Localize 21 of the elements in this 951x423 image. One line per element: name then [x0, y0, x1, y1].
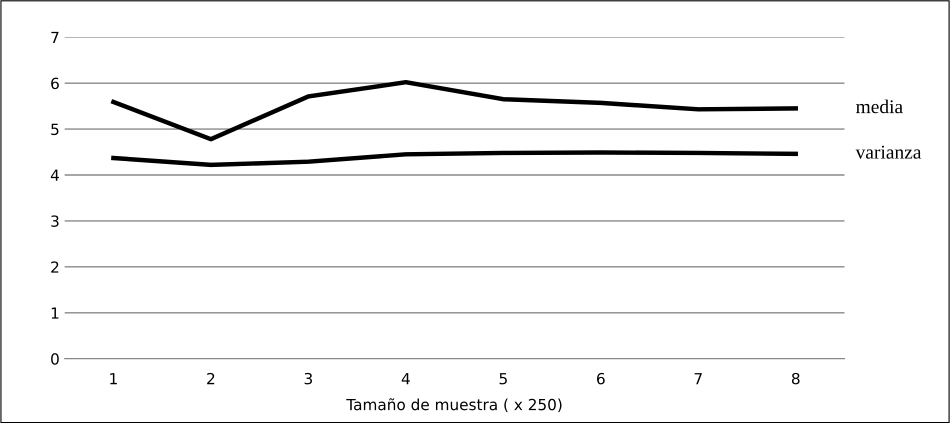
- text: varianza: [856, 146, 922, 159]
- line-series: [111, 80, 798, 142]
- line-series: [111, 150, 798, 168]
- text: media: [856, 100, 903, 114]
- x-tick-label: 3: [304, 372, 312, 384]
- y-tick-label: 6: [51, 78, 59, 90]
- x-tick-label: 5: [500, 373, 507, 384]
- x-tick-label: 2: [207, 372, 214, 384]
- x-axis-title: Tamaño de muestra ( x 250): [346, 398, 562, 412]
- x-tick-label: 6: [597, 372, 605, 384]
- y-tick-label: 4: [50, 170, 59, 181]
- y-tick-label: 0: [51, 353, 59, 365]
- x-tick-label: 7: [694, 373, 702, 384]
- x-tick-label: 8: [792, 372, 800, 384]
- x-tick-label: 1: [110, 373, 117, 384]
- y-tick-label: 5: [51, 124, 58, 136]
- y-tick-label: 1: [52, 307, 58, 319]
- y-tick-label: 3: [51, 215, 59, 227]
- y-tick-label: 2: [51, 261, 58, 273]
- y-tick-label: 7: [51, 32, 58, 44]
- x-tick-label: 4: [402, 373, 410, 384]
